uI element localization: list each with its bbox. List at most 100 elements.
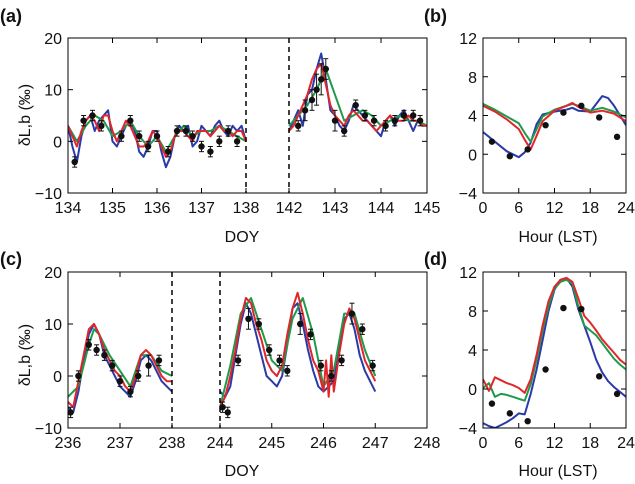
obs-point-c-seg1-5 xyxy=(265,346,273,354)
ytick-label-a-2: 10 xyxy=(44,83,62,100)
obs-point-c-seg1-11 xyxy=(328,372,335,380)
ytick-label-a-3: 20 xyxy=(44,31,62,48)
xtick-label-d-2: 12 xyxy=(546,435,564,452)
obs-point-c-seg0-4 xyxy=(101,352,108,359)
obs-point-a-seg0-6 xyxy=(136,132,143,140)
obs-point-a-seg0-3 xyxy=(98,122,105,130)
xtick-label-c-238: 238 xyxy=(159,435,186,452)
series-red-b xyxy=(483,101,626,151)
obs-point-c-seg0-8 xyxy=(135,372,142,380)
obs-point-c-seg0-5 xyxy=(109,362,116,369)
obs-point-b-2 xyxy=(524,146,531,153)
panel-label-c: (c) xyxy=(0,249,22,269)
ytick-label-a-0: −10 xyxy=(35,186,62,203)
ytick-label-a-1: 0 xyxy=(53,134,62,151)
obs-point-a-seg1-14 xyxy=(410,112,417,119)
ytick-label-c-1: 0 xyxy=(53,369,62,386)
ytick-label-b-0: −4 xyxy=(459,186,477,203)
obs-point-a-seg0-7 xyxy=(144,143,152,150)
plots-layer: 134 135 136 137 138 142 143 144 145 −10 0 10 20 0 6 12 1… xyxy=(35,31,635,452)
obs-point-a-seg0-17 xyxy=(233,138,241,145)
series-green-b xyxy=(483,102,626,143)
obs-point-c-seg1-9 xyxy=(307,331,314,338)
xtick-label-a-144: 144 xyxy=(368,200,395,217)
xtick-label-c-237: 237 xyxy=(107,435,134,452)
obs-point-b-7 xyxy=(613,133,621,141)
series-blue-b xyxy=(483,95,626,159)
xtick-label-a-138: 138 xyxy=(233,200,260,217)
obs-point-c-seg1-8 xyxy=(297,320,304,328)
obs-point-a-seg0-15 xyxy=(216,138,223,145)
obs-point-a-seg0-10 xyxy=(173,127,181,135)
axes-frame-c xyxy=(67,271,428,429)
panel-label-b: (b) xyxy=(424,6,447,26)
obs-point-c-seg0-2 xyxy=(85,341,93,348)
ytick-label-b-4: 12 xyxy=(459,31,477,48)
xtick-label-c-246: 246 xyxy=(310,435,337,452)
obs-point-a-seg1-3 xyxy=(313,86,320,93)
obs-point-a-seg1-15 xyxy=(416,117,424,124)
xtick-label-b-2: 12 xyxy=(546,200,564,217)
obs-point-a-seg1-8 xyxy=(352,101,359,109)
obs-point-a-seg1-0 xyxy=(295,122,302,130)
xtick-label-a-143: 143 xyxy=(322,200,349,217)
series-red-c-seg1 xyxy=(219,291,377,408)
xtick-label-a-136: 136 xyxy=(144,200,171,217)
obs-point-c-seg0-0 xyxy=(67,409,74,416)
ylabel-a-text: δL,b (‰) xyxy=(17,84,34,146)
axes-frame-d xyxy=(482,271,627,429)
obs-point-c-seg1-10 xyxy=(317,362,325,369)
ytick-label-d-0: −4 xyxy=(459,421,477,438)
obs-point-c-seg1-14 xyxy=(359,326,366,333)
obs-point-a-seg0-14 xyxy=(207,148,214,155)
xlabel-d: Hour (LST) xyxy=(518,463,597,480)
obs-point-d-6 xyxy=(595,373,603,380)
obs-point-b-5 xyxy=(578,102,585,110)
obs-point-d-2 xyxy=(524,417,531,425)
xtick-label-d-3: 18 xyxy=(581,435,599,452)
obs-point-a-seg1-1 xyxy=(301,107,309,114)
ytick-label-d-2: 4 xyxy=(468,343,477,360)
ytick-label-d-3: 8 xyxy=(468,304,477,321)
ytick-label-b-1: 0 xyxy=(468,147,477,164)
obs-point-c-seg0-1 xyxy=(75,372,82,380)
ytick-label-b-3: 8 xyxy=(468,70,477,87)
obs-point-a-seg1-5 xyxy=(322,65,329,73)
obs-point-d-7 xyxy=(613,390,621,398)
obs-point-b-0 xyxy=(488,138,496,145)
obs-point-c-seg1-2 xyxy=(234,357,242,364)
xtick-label-c-244: 244 xyxy=(207,435,234,452)
xlabel-b: Hour (LST) xyxy=(518,229,597,246)
obs-point-c-seg1-12 xyxy=(338,357,345,364)
obs-point-c-seg1-13 xyxy=(348,310,356,317)
xtick-label-b-4: 24 xyxy=(617,200,635,217)
obs-point-a-seg0-1 xyxy=(80,117,87,124)
xtick-label-a-142: 142 xyxy=(276,200,303,217)
xtick-label-d-4: 24 xyxy=(617,435,635,452)
panel-label-d: (d) xyxy=(424,249,447,269)
obs-point-a-seg0-0 xyxy=(71,158,78,166)
obs-point-d-0 xyxy=(488,400,496,407)
xtick-label-d-1: 6 xyxy=(514,435,523,452)
obs-point-a-seg0-13 xyxy=(198,143,205,150)
xtick-label-a-145: 145 xyxy=(414,200,441,217)
ylabel-a: δL,b (‰) xyxy=(17,84,34,146)
obs-point-a-seg0-16 xyxy=(225,127,232,135)
ytick-label-c-0: −10 xyxy=(35,421,62,438)
ylabel-c-text: δL,b (‰) xyxy=(17,324,34,386)
ytick-label-c-3: 20 xyxy=(44,265,62,282)
xtick-label-a-134: 134 xyxy=(55,200,82,217)
obs-point-c-seg1-15 xyxy=(369,362,376,369)
obs-point-a-seg1-11 xyxy=(382,122,389,130)
obs-point-a-seg1-10 xyxy=(370,117,378,124)
obs-point-d-5 xyxy=(578,305,585,313)
series-blue-a-seg1 xyxy=(288,52,427,138)
obs-point-a-seg0-12 xyxy=(189,132,196,140)
obs-point-a-seg1-12 xyxy=(391,117,398,124)
series-red-d xyxy=(483,276,626,394)
obs-point-c-seg0-9 xyxy=(145,362,152,369)
obs-point-d-4 xyxy=(560,304,567,312)
xtick-label-b-0: 0 xyxy=(479,200,488,217)
obs-point-c-seg0-3 xyxy=(93,346,100,354)
